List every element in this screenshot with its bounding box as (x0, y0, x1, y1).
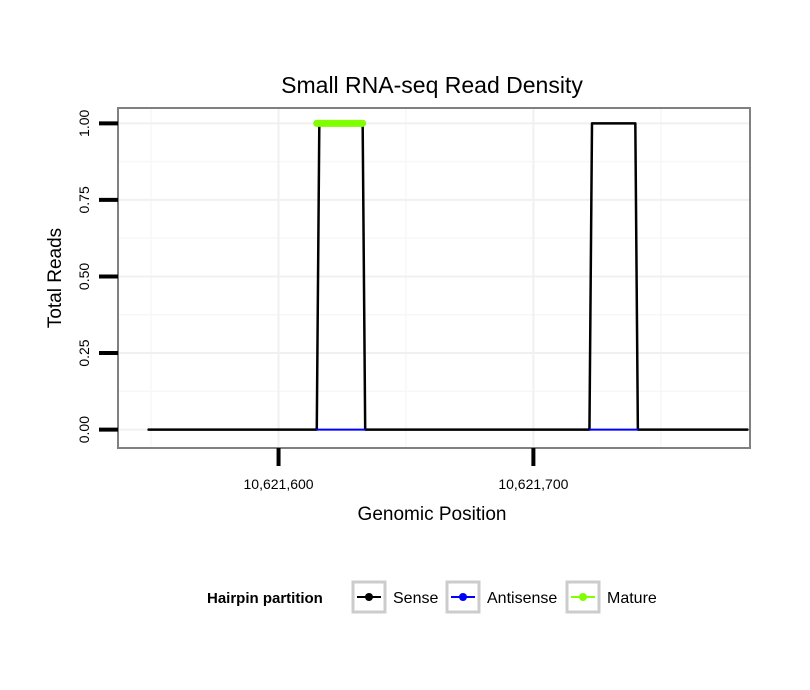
data-point (320, 119, 328, 127)
data-point (364, 428, 366, 431)
x-tick-label: 10,621,700 (498, 476, 568, 492)
y-axis-title: Total Reads (45, 228, 66, 328)
data-point (445, 428, 448, 431)
series-antisense (315, 428, 639, 431)
grid-minor (118, 108, 750, 448)
legend-title: Hairpin partition (207, 590, 323, 607)
y-tick-label: 1.00 (76, 109, 92, 136)
data-point (313, 119, 321, 127)
series-mature (313, 119, 367, 127)
data-point (359, 119, 367, 127)
data-point (568, 428, 570, 431)
data-point (634, 122, 637, 125)
data-point (486, 428, 489, 431)
data-point (147, 428, 150, 431)
legend-key-point (365, 593, 373, 601)
data-point (351, 119, 359, 127)
x-axis-title: Genomic Position (358, 504, 507, 525)
data-point (186, 428, 188, 431)
y-tick-label: 0.75 (76, 186, 92, 213)
chart-title: Small RNA-seq Read Density (281, 72, 583, 98)
legend: Hairpin partition Sense Antisense Mature (207, 580, 657, 614)
y-axis: 0.00 0.25 0.50 0.75 1.00 (76, 109, 118, 443)
y-tick-label: 0.25 (76, 339, 92, 366)
data-point (746, 428, 749, 431)
data-point (591, 122, 593, 125)
data-point (343, 119, 351, 127)
y-tick-label: 0.50 (76, 263, 92, 290)
legend-items: Sense Antisense Mature (351, 580, 657, 614)
data-point (588, 428, 591, 431)
legend-key-point (459, 593, 467, 601)
x-tick-label: 10,621,600 (244, 476, 314, 492)
data-point (716, 428, 718, 431)
data-point (328, 119, 336, 127)
data-point (226, 428, 229, 431)
plot-background (118, 108, 750, 448)
data-point (637, 428, 639, 431)
legend-item-mature: Mature (565, 580, 657, 614)
data-point (267, 428, 270, 431)
y-tick-label: 0.00 (76, 416, 92, 443)
legend-item-antisense: Antisense (445, 580, 557, 614)
series-layer (147, 119, 749, 431)
data-point (405, 428, 407, 431)
data-point (315, 428, 318, 431)
legend-label: Sense (393, 590, 438, 607)
x-axis: 10,621,600 10,621,700 (244, 448, 569, 492)
legend-label: Antisense (487, 590, 557, 607)
data-point (336, 119, 344, 127)
data-point (305, 428, 308, 431)
legend-item-sense: Sense (351, 580, 438, 614)
legend-key-point (579, 593, 587, 601)
legend-label: Mature (607, 590, 657, 607)
grid-major (118, 108, 750, 448)
data-point (527, 428, 530, 431)
data-point (677, 428, 680, 431)
